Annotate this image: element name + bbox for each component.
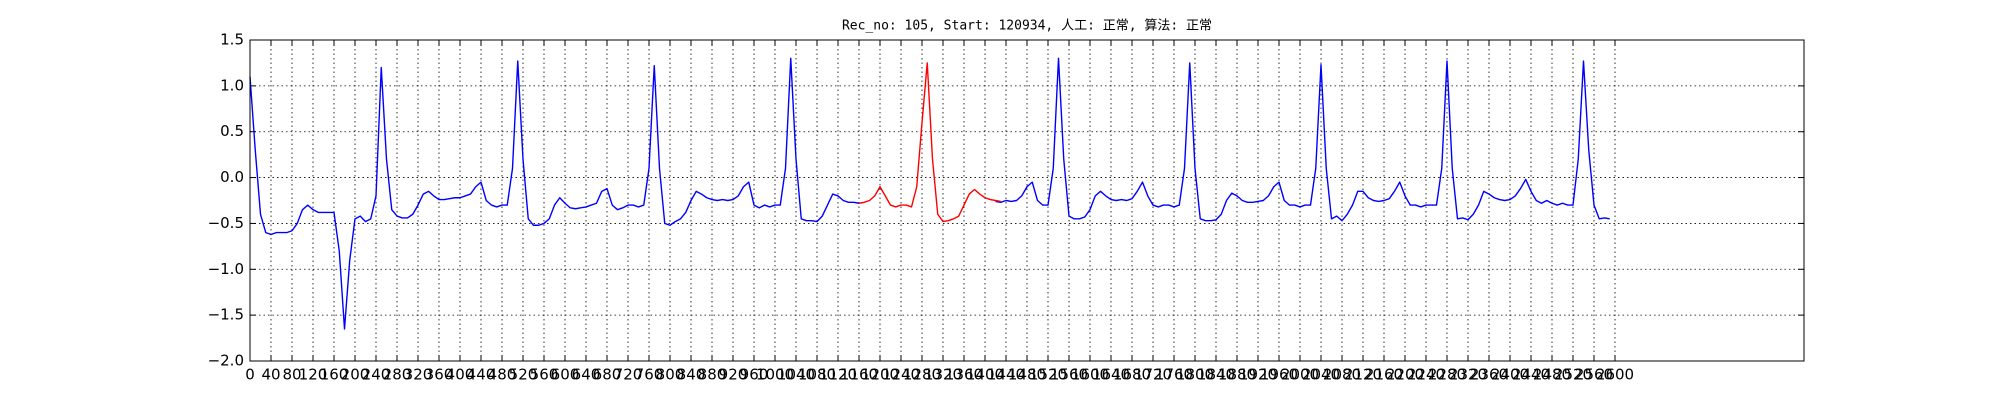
x-tick-label: 2120 (1344, 366, 1382, 384)
x-tick-label: 520 (509, 366, 538, 384)
x-tick-label: 1440 (987, 366, 1025, 384)
x-tick-label: 240 (362, 366, 391, 384)
x-tick-label: 1960 (1260, 366, 1298, 384)
y-tick-label: −0.5 (208, 214, 244, 232)
x-tick-label: 360 (425, 366, 454, 384)
y-tick-label: 1.0 (220, 76, 244, 94)
x-tick-label: 2080 (1323, 366, 1361, 384)
x-tick-label: 2040 (1302, 366, 1340, 384)
x-tick-label: 1240 (882, 366, 920, 384)
x-tick-label: 400 (446, 366, 475, 384)
x-tick-label: 1880 (1218, 366, 1256, 384)
y-tick-label: −1.5 (208, 306, 244, 324)
x-tick-label: 640 (572, 366, 601, 384)
y-tick-label: −2.0 (208, 352, 244, 370)
x-tick-label: 2240 (1407, 366, 1445, 384)
x-tick-label: 2160 (1365, 366, 1403, 384)
x-tick-label: 960 (740, 366, 769, 384)
x-tick-label: 1000 (756, 366, 794, 384)
y-tick-label: 0.0 (220, 168, 244, 186)
x-tick-label: 840 (677, 366, 706, 384)
x-tick-label: 2200 (1386, 366, 1424, 384)
x-tick-label: 800 (656, 366, 685, 384)
x-tick-label: 320 (404, 366, 433, 384)
x-tick-label: 1760 (1155, 366, 1193, 384)
x-tick-label: 880 (698, 366, 727, 384)
x-tick-label: 1520 (1029, 366, 1067, 384)
x-tick-label: 160 (320, 366, 349, 384)
x-tick-label: 1600 (1071, 366, 1109, 384)
x-tick-label: 760 (635, 366, 664, 384)
x-tick-label: 2520 (1554, 366, 1592, 384)
x-tick-label: 1840 (1197, 366, 1235, 384)
x-tick-label: 2600 (1596, 366, 1634, 384)
x-tick-label: 720 (614, 366, 643, 384)
x-tick-label: 2000 (1281, 366, 1319, 384)
x-tick-label: 1640 (1092, 366, 1130, 384)
x-tick-label: 2400 (1491, 366, 1529, 384)
x-tick-label: 1480 (1008, 366, 1046, 384)
x-tick-label: 1160 (840, 366, 878, 384)
x-tick-label: 680 (593, 366, 622, 384)
y-tick-label: 0.5 (220, 122, 244, 140)
x-tick-label: 480 (488, 366, 517, 384)
signal-line (995, 57, 1610, 222)
y-tick-label: −1.0 (208, 260, 244, 278)
x-tick-label: 560 (530, 366, 559, 384)
x-tick-label: 0 (245, 366, 255, 384)
x-tick-label: 40 (261, 366, 280, 384)
x-tick-label: 200 (341, 366, 370, 384)
x-tick-label: 1680 (1113, 366, 1151, 384)
x-tick-label: 1320 (924, 366, 962, 384)
x-tick-label: 2320 (1449, 366, 1487, 384)
signal-line (249, 57, 860, 330)
x-tick-label: 2440 (1512, 366, 1550, 384)
x-tick-label: 1280 (903, 366, 941, 384)
y-tick-label: 1.5 (220, 31, 244, 49)
x-tick-label: 1920 (1239, 366, 1277, 384)
x-tick-label: 440 (467, 366, 496, 384)
signal-line (858, 62, 1001, 223)
x-tick-label: 1720 (1134, 366, 1172, 384)
x-tick-label: 1120 (819, 366, 857, 384)
x-tick-label: 600 (551, 366, 580, 384)
x-tick-label: 1360 (945, 366, 983, 384)
x-tick-label: 2360 (1470, 366, 1508, 384)
x-tick-label: 2560 (1575, 366, 1613, 384)
x-tick-label: 1040 (777, 366, 815, 384)
x-tick-label: 1080 (798, 366, 836, 384)
x-tick-label: 120 (299, 366, 328, 384)
x-tick-label: 1560 (1050, 366, 1088, 384)
x-tick-label: 2280 (1428, 366, 1466, 384)
x-tick-label: 1400 (966, 366, 1004, 384)
x-tick-label: 920 (719, 366, 748, 384)
x-tick-label: 80 (282, 366, 301, 384)
x-tick-label: 2480 (1533, 366, 1571, 384)
plot-frame (249, 39, 1805, 362)
x-tick-label: 1200 (861, 366, 899, 384)
x-tick-label: 1800 (1176, 366, 1214, 384)
x-tick-label: 280 (383, 366, 412, 384)
chart-title: Rec_no: 105, Start: 120934, 人工: 正常, 算法: … (842, 19, 1212, 34)
